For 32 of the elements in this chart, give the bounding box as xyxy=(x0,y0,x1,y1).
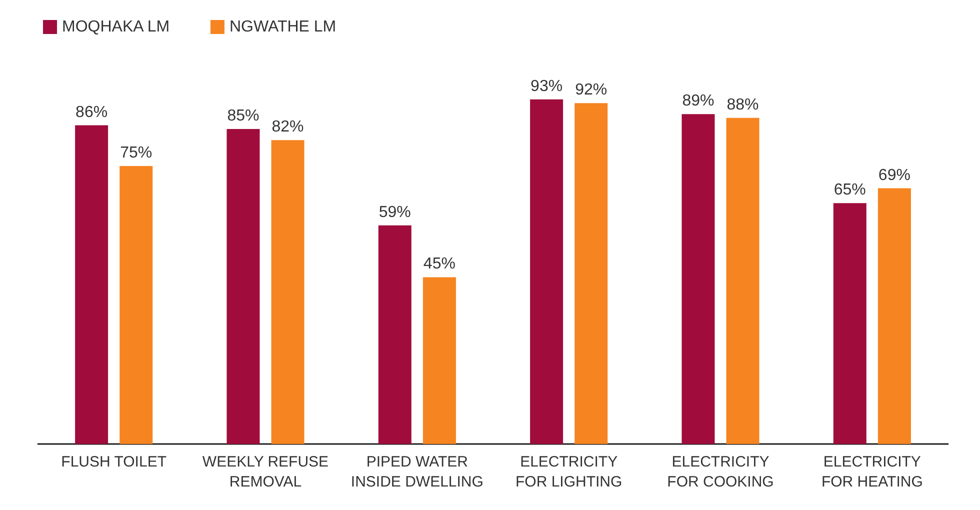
data-label: 93% xyxy=(530,78,563,95)
data-label: 75% xyxy=(120,144,152,162)
bar xyxy=(878,188,911,444)
bar xyxy=(378,225,412,444)
legend-label: NGWATHE LM xyxy=(229,18,336,36)
x-tick-label: PIPED WATER INSIDE DWELLING xyxy=(350,454,484,490)
data-label: 85% xyxy=(227,108,260,125)
bar xyxy=(530,99,564,444)
data-label: 45% xyxy=(423,256,456,273)
x-tick-label: WEEKLY REFUSE REMOVAL xyxy=(202,454,329,490)
data-label: 65% xyxy=(834,182,866,199)
bar xyxy=(75,125,108,444)
bar xyxy=(833,203,866,444)
x-tick-label: ELECTRICITY FOR COOKING xyxy=(667,454,774,490)
data-label: 59% xyxy=(378,204,411,221)
data-label: 89% xyxy=(682,92,714,110)
data-label: 69% xyxy=(878,166,910,184)
bar xyxy=(226,129,260,444)
data-label: 88% xyxy=(726,96,759,114)
bar xyxy=(271,140,304,444)
bar xyxy=(120,166,153,444)
data-label: 92% xyxy=(575,82,608,99)
bar xyxy=(574,103,608,444)
bar xyxy=(422,277,456,444)
bar xyxy=(726,118,760,444)
x-tick-label: ELECTRICITY FOR LIGHTING xyxy=(515,454,622,490)
data-label: 82% xyxy=(272,118,304,136)
x-tick-label: FLUSH TOILET xyxy=(61,454,166,470)
legend-label: MOQHAKA LM xyxy=(62,18,170,36)
x-tick-label: ELECTRICITY FOR HEATING xyxy=(821,454,923,490)
bar xyxy=(682,114,715,444)
data-label: 86% xyxy=(76,104,108,121)
